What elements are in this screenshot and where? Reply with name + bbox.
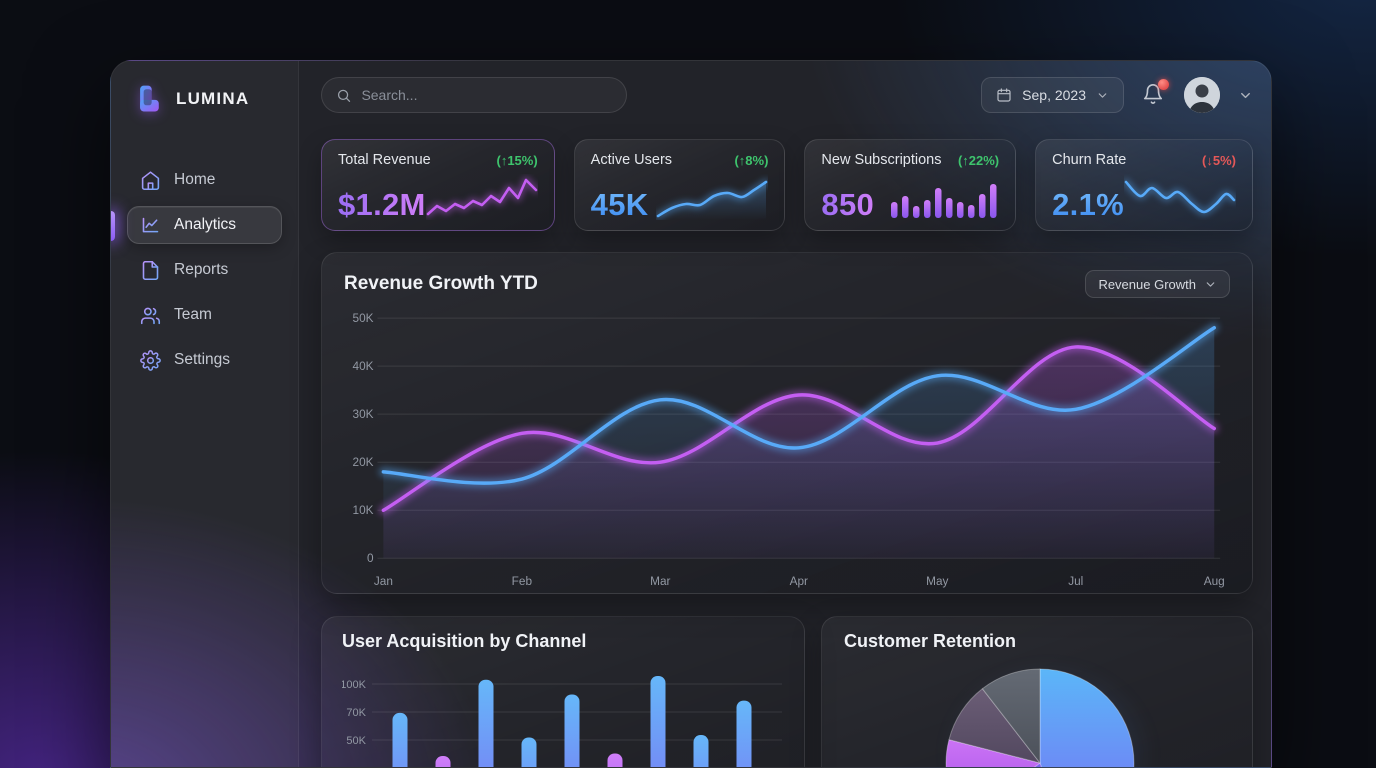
stat-delta: (↑22%) xyxy=(957,152,1000,168)
active-users-sparkline xyxy=(656,179,769,220)
avatar-image xyxy=(1184,77,1220,113)
sidebar-item-label: Reports xyxy=(174,261,229,278)
acquisition-chart-title: User Acquisition by Channel xyxy=(342,631,587,651)
metric-dropdown[interactable]: Revenue Growth xyxy=(1085,270,1230,298)
svg-text:100K: 100K xyxy=(342,679,367,691)
logo: LUMINA xyxy=(127,83,282,115)
sidebar-item-home[interactable]: Home xyxy=(127,161,282,199)
stat-label: Total Revenue xyxy=(338,152,431,168)
sidebar-item-label: Home xyxy=(174,171,216,188)
search-icon xyxy=(337,89,351,102)
stats-row: Total Revenue (↑15%) $1.2M Active Users … xyxy=(321,139,1253,231)
bottom-row: User Acquisition by Channel 100K 70K 50K C… xyxy=(321,616,1253,767)
revenue-sparkline xyxy=(425,177,538,217)
retention-chart-title: Customer Retention xyxy=(844,631,1017,651)
notifications-button[interactable] xyxy=(1142,79,1169,107)
svg-text:0: 0 xyxy=(367,551,374,565)
bell-icon xyxy=(1143,84,1163,104)
acquisition-bar-chart: 100K 70K 50K xyxy=(340,676,782,767)
active-accent-bar xyxy=(111,211,115,241)
date-picker-button[interactable]: Sep, 2023 xyxy=(981,77,1124,113)
svg-text:30K: 30K xyxy=(353,407,374,421)
sidebar-item-settings[interactable]: Settings xyxy=(127,341,282,379)
app-window: LUMINA Home Analytics Reports xyxy=(110,60,1272,768)
revenue-growth-card: Revenue Growth YTD Revenue Growth 50K 40K… xyxy=(321,252,1253,594)
svg-text:10K: 10K xyxy=(353,503,374,517)
stat-card-new-subscriptions: New Subscriptions (↑22%) 850 xyxy=(804,139,1017,231)
svg-text:50K: 50K xyxy=(346,735,366,747)
stat-label: New Subscriptions xyxy=(821,152,942,168)
subscriptions-sparkline xyxy=(891,184,997,218)
stat-card-total-revenue: Total Revenue (↑15%) $1.2M xyxy=(321,139,555,231)
stat-value: 45K xyxy=(590,187,649,222)
sidebar-item-analytics[interactable]: Analytics xyxy=(111,206,282,244)
svg-text:Jan: Jan xyxy=(374,574,393,588)
sidebar: LUMINA Home Analytics Reports xyxy=(111,61,299,767)
chevron-down-icon xyxy=(1206,281,1215,287)
user-acquisition-card: User Acquisition by Channel 100K 70K 50K xyxy=(321,616,805,767)
stat-value: $1.2M xyxy=(338,187,426,222)
svg-text:May: May xyxy=(926,574,948,588)
topbar-right: Sep, 2023 xyxy=(981,77,1253,113)
stat-delta: (↑8%) xyxy=(734,152,769,168)
date-label: Sep, 2023 xyxy=(1022,87,1086,103)
sidebar-nav: Home Analytics Reports Team xyxy=(111,161,282,379)
customer-retention-card: Customer Retention xyxy=(821,616,1253,767)
revenue-chart-title: Revenue Growth YTD xyxy=(344,273,538,294)
user-avatar[interactable] xyxy=(1184,77,1220,113)
lumina-logo-icon xyxy=(140,85,159,112)
topbar: Sep, 2023 xyxy=(321,77,1253,113)
svg-text:70K: 70K xyxy=(346,707,366,719)
home-icon xyxy=(141,170,160,190)
sidebar-item-team[interactable]: Team xyxy=(127,296,282,334)
svg-text:50K: 50K xyxy=(353,311,374,325)
svg-text:Feb: Feb xyxy=(512,574,533,588)
sidebar-item-label: Analytics xyxy=(174,216,237,233)
stat-label: Churn Rate xyxy=(1052,152,1127,168)
calendar-icon xyxy=(997,88,1011,102)
metric-dropdown-label: Revenue Growth xyxy=(1098,276,1196,292)
team-icon xyxy=(140,307,161,324)
app-title: LUMINA xyxy=(176,89,250,108)
search-input[interactable] xyxy=(361,87,612,103)
stat-value: 2.1% xyxy=(1052,187,1124,222)
stat-card-churn-rate: Churn Rate (↓5%) 2.1% xyxy=(1035,139,1253,231)
svg-text:40K: 40K xyxy=(353,359,374,373)
sidebar-item-label: Team xyxy=(174,306,212,323)
search-box[interactable] xyxy=(321,77,627,113)
stat-delta: (↑15%) xyxy=(496,152,538,168)
sidebar-item-label: Settings xyxy=(174,351,231,368)
main-content: Sep, 2023 xyxy=(299,61,1271,767)
profile-chevron-down-icon[interactable] xyxy=(1238,88,1253,103)
stat-card-active-users: Active Users (↑8%) 45K xyxy=(573,139,786,231)
stat-label: Active Users xyxy=(590,152,673,168)
notification-badge xyxy=(1158,79,1169,90)
stat-delta: (↓5%) xyxy=(1202,152,1236,168)
churn-sparkline xyxy=(1124,179,1236,215)
svg-text:Jul: Jul xyxy=(1068,574,1083,588)
reports-icon xyxy=(142,260,159,280)
chevron-down-icon xyxy=(1098,92,1107,98)
analytics-icon xyxy=(142,217,159,232)
svg-text:20K: 20K xyxy=(353,455,374,469)
retention-pie-chart xyxy=(945,668,1135,767)
svg-text:Mar: Mar xyxy=(650,574,670,588)
stat-value: 850 xyxy=(821,187,875,222)
svg-text:Apr: Apr xyxy=(790,574,808,588)
settings-icon xyxy=(140,349,161,371)
svg-text:Aug: Aug xyxy=(1204,574,1225,588)
sidebar-item-reports[interactable]: Reports xyxy=(127,251,282,289)
